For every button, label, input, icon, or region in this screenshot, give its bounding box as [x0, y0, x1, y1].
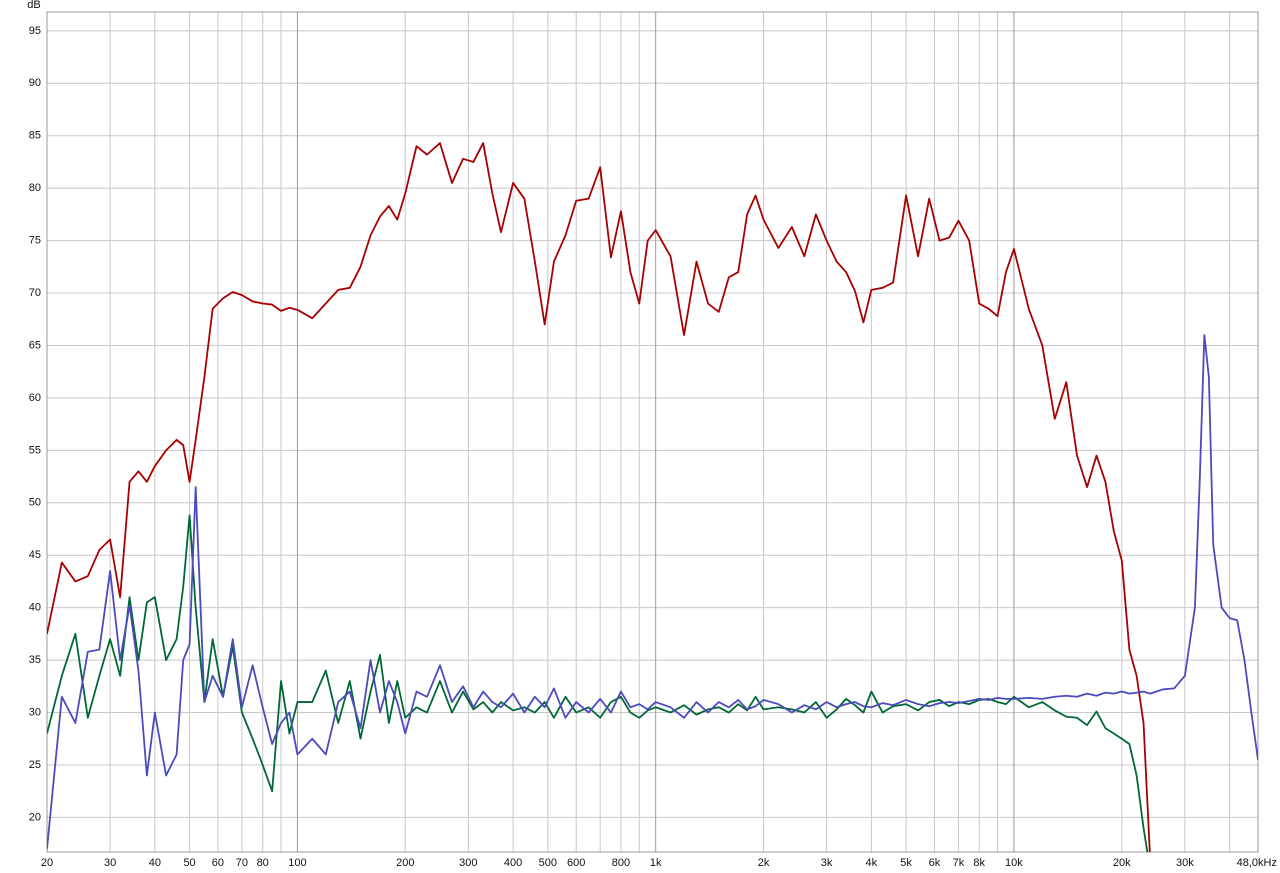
y-tick-label: 55: [29, 444, 41, 456]
x-tick-label: 5k: [900, 857, 912, 869]
x-tick-label: 300: [459, 857, 477, 869]
y-tick-label: 45: [29, 549, 41, 561]
y-tick-label: 90: [29, 77, 41, 89]
plot-area: [46, 11, 1259, 853]
x-tick-label: 80: [257, 857, 269, 869]
x-tick-label: 60: [212, 857, 224, 869]
plot-border: [46, 11, 1259, 853]
x-tick-label: 400: [504, 857, 522, 869]
y-tick-label: 35: [29, 654, 41, 666]
x-tick-label: 200: [396, 857, 414, 869]
y-tick-label: 60: [29, 392, 41, 404]
x-tick-label: 8k: [973, 857, 985, 869]
y-tick-label: 25: [29, 759, 41, 771]
y-tick-label: 30: [29, 706, 41, 718]
x-tick-label: 30k: [1176, 857, 1194, 869]
y-tick-label: 50: [29, 497, 41, 509]
x-tick-label: 20k: [1113, 857, 1131, 869]
x-tick-label: 1k: [650, 857, 662, 869]
x-tick-label: 500: [539, 857, 557, 869]
x-tick-label: 30: [104, 857, 116, 869]
y-tick-label: 70: [29, 287, 41, 299]
x-tick-label: 10k: [1005, 857, 1023, 869]
y-tick-label: 20: [29, 811, 41, 823]
x-tick-label: 70: [236, 857, 248, 869]
lines: [47, 142, 1258, 852]
x-tick-label: 100: [288, 857, 306, 869]
x-tick-label: 2k: [758, 857, 770, 869]
y-tick-label: 80: [29, 182, 41, 194]
y-tick-label: 95: [29, 25, 41, 37]
series-line: [47, 142, 1151, 852]
x-tick-label: 3k: [821, 857, 833, 869]
y-tick-label: 40: [29, 602, 41, 614]
x-tick-label: 40: [149, 857, 161, 869]
x-tick-label: 20: [41, 857, 53, 869]
x-tick-label: 48,0kHz: [1237, 857, 1277, 869]
series-line: [47, 334, 1258, 849]
grid: [46, 12, 1259, 852]
x-tick-label: 50: [183, 857, 195, 869]
y-tick-label: 65: [29, 339, 41, 351]
x-tick-label: 800: [612, 857, 630, 869]
x-tick-label: 4k: [866, 857, 878, 869]
y-tick-label: 85: [29, 130, 41, 142]
y-axis-label: dB: [27, 0, 40, 11]
x-tick-label: 600: [567, 857, 585, 869]
x-tick-label: 7k: [953, 857, 965, 869]
y-tick-label: 75: [29, 235, 41, 247]
x-tick-label: 6k: [929, 857, 941, 869]
